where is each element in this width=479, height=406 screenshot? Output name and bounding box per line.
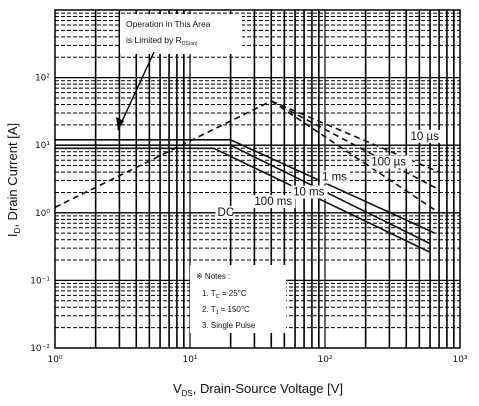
- series-operation-limit-r-ds-on-: [55, 101, 271, 207]
- x-tick-label: 10⁰: [47, 355, 62, 365]
- notes-title: ※ Notes :: [196, 272, 230, 281]
- y-tick-label: 10⁰: [35, 209, 50, 219]
- curve-label: 100 µs: [371, 157, 406, 169]
- x-axis-title-sub: DS: [182, 389, 193, 398]
- curve-label: 1 ms: [322, 172, 347, 184]
- y-tick-label: 10⁻²: [30, 344, 50, 354]
- y-axis-title: ID, Drain Current [A]: [5, 123, 22, 237]
- curve-label: DC: [218, 207, 235, 219]
- x-tick-label: 10¹: [182, 355, 197, 365]
- x-axis-title-v: V: [173, 381, 182, 396]
- y-tick-label: 10⁻¹: [30, 276, 50, 286]
- curve-label: 10 ms: [293, 187, 325, 199]
- x-axis-title-rest: , Drain-Source Voltage [V]: [193, 381, 343, 396]
- annotation-subscript: DS(on): [182, 41, 198, 47]
- series-layer: [55, 101, 439, 252]
- notes-box: ※ Notes : 1. TC = 25°C 2. TJ = 150°C 3. …: [190, 265, 286, 333]
- x-axis-title: VDS, Drain-Source Voltage [V]: [173, 381, 343, 398]
- y-tick-label: 10¹: [35, 141, 50, 151]
- annotation-line2-text: is Limited by R: [126, 35, 182, 45]
- x-tick-labels: 10⁰ 10¹ 10² 10³: [47, 355, 467, 365]
- curve-label: 10 µs: [411, 131, 440, 143]
- x-tick-label: 10³: [452, 355, 467, 365]
- y-axis-title-rest: , Drain Current [A]: [5, 123, 20, 228]
- annotation-line1: Operation in This Area: [126, 19, 211, 29]
- y-tick-label: 10²: [35, 74, 50, 84]
- x-tick-label: 10²: [317, 355, 332, 365]
- curve-label: 100 ms: [254, 196, 292, 208]
- y-tick-labels: 10⁻² 10⁻¹ 10⁰ 10¹ 10²: [30, 74, 50, 354]
- notes-item-3: 3. Single Pulse: [202, 321, 256, 330]
